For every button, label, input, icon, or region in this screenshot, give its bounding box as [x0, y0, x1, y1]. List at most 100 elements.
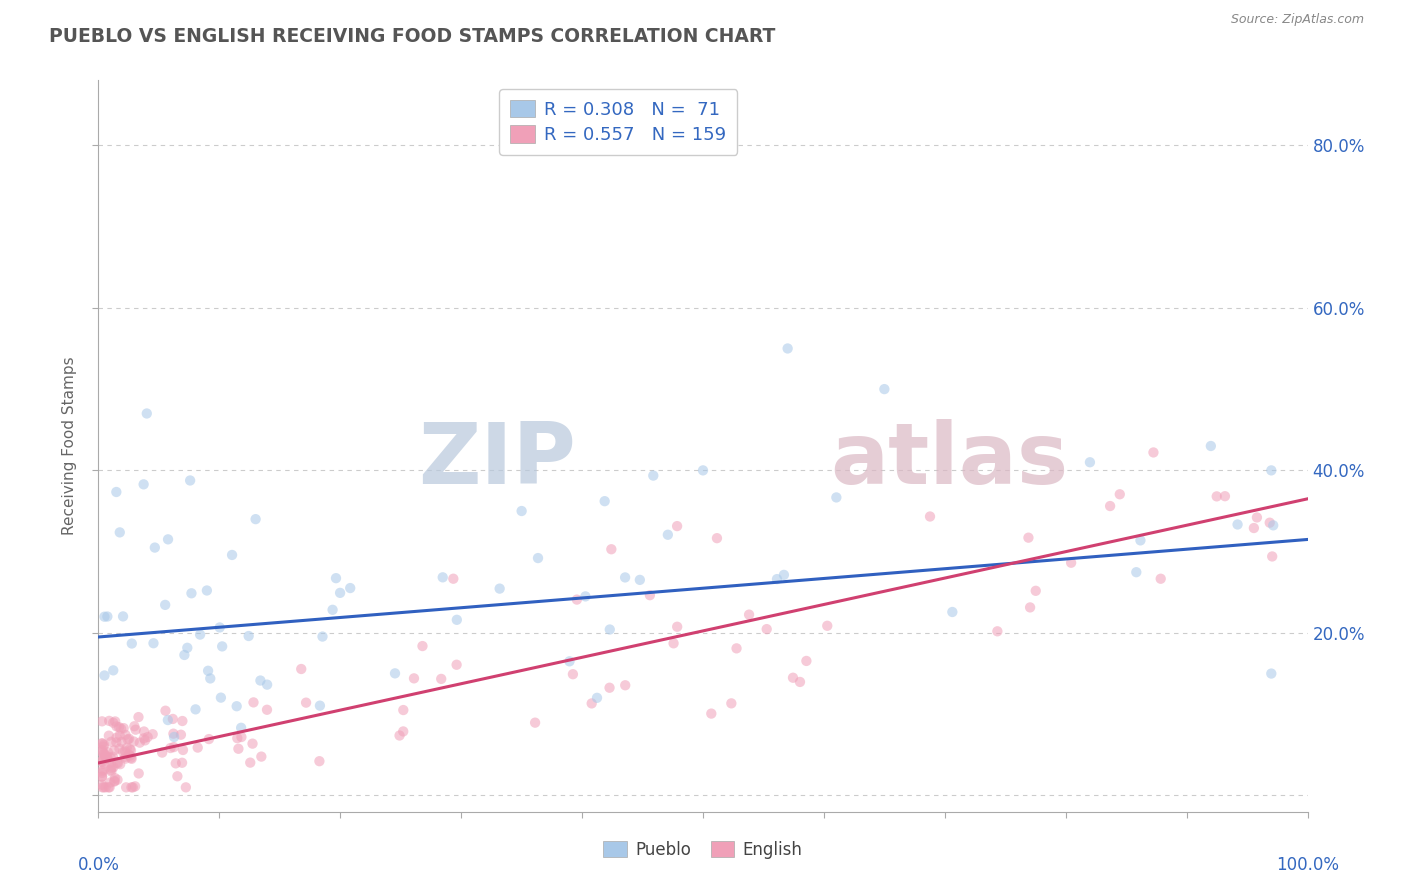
Point: [105, 719, 128, 733]
Point: [93, 756, 115, 771]
Point: [159, 741, 181, 756]
Text: ZIP: ZIP: [419, 419, 576, 502]
Point: [104, 771, 127, 785]
Point: [100, 761, 122, 775]
Point: [197, 664, 219, 678]
Point: [156, 713, 179, 727]
Point: [112, 609, 135, 624]
Point: [142, 636, 165, 650]
Point: [1205, 489, 1227, 503]
Point: [599, 623, 621, 637]
Point: [725, 641, 748, 656]
Point: [411, 639, 433, 653]
Point: [121, 752, 143, 766]
Point: [322, 603, 344, 617]
Point: [325, 571, 347, 585]
Point: [1017, 531, 1039, 545]
Point: [188, 627, 211, 641]
Point: [776, 342, 799, 356]
Point: [103, 774, 125, 789]
Point: [1213, 489, 1236, 503]
Point: [108, 525, 131, 540]
Point: [1226, 517, 1249, 532]
Point: [1258, 516, 1281, 530]
Point: [155, 704, 177, 718]
Point: [114, 728, 136, 742]
Point: [1125, 565, 1147, 579]
Point: [96, 752, 118, 766]
Point: [1243, 521, 1265, 535]
Point: [256, 703, 278, 717]
Point: [488, 582, 510, 596]
Point: [309, 698, 332, 713]
Point: [132, 477, 155, 491]
Point: [118, 742, 141, 756]
Point: [108, 728, 131, 742]
Point: [231, 730, 253, 744]
Point: [782, 671, 804, 685]
Point: [128, 766, 150, 780]
Point: [100, 764, 122, 779]
Point: [103, 664, 125, 678]
Point: [1078, 455, 1101, 469]
Point: [162, 712, 184, 726]
Text: PUEBLO VS ENGLISH RECEIVING FOOD STAMPS CORRELATION CHART: PUEBLO VS ENGLISH RECEIVING FOOD STAMPS …: [49, 27, 776, 45]
Point: [208, 620, 231, 634]
Point: [128, 736, 150, 750]
Point: [121, 636, 143, 650]
Point: [91, 770, 114, 784]
Point: [94, 780, 117, 795]
Point: [93, 738, 115, 752]
Point: [94, 749, 117, 764]
Point: [142, 727, 165, 741]
Point: [1150, 572, 1173, 586]
Point: [250, 749, 273, 764]
Point: [986, 624, 1008, 639]
Point: [1260, 666, 1282, 681]
Point: [231, 721, 253, 735]
Point: [170, 728, 193, 742]
Text: 100.0%: 100.0%: [1277, 856, 1339, 874]
Point: [1099, 499, 1122, 513]
Point: [105, 485, 128, 500]
Point: [93, 609, 115, 624]
Point: [1260, 463, 1282, 477]
Point: [135, 407, 157, 421]
Point: [105, 756, 128, 770]
Point: [150, 746, 173, 760]
Point: [163, 740, 186, 755]
Point: [308, 754, 330, 768]
Point: [755, 622, 778, 636]
Point: [108, 741, 131, 756]
Point: [100, 751, 122, 765]
Point: [132, 724, 155, 739]
Point: [93, 751, 115, 765]
Point: [91, 736, 114, 750]
Point: [112, 721, 135, 735]
Point: [103, 715, 125, 730]
Point: [311, 630, 333, 644]
Point: [103, 773, 125, 788]
Point: [117, 732, 139, 747]
Point: [124, 719, 146, 733]
Point: [114, 751, 136, 765]
Point: [825, 491, 848, 505]
Point: [446, 657, 468, 672]
Point: [599, 681, 621, 695]
Point: [221, 548, 243, 562]
Point: [124, 780, 146, 794]
Point: [1108, 487, 1130, 501]
Point: [98, 714, 121, 728]
Point: [441, 572, 464, 586]
Point: [120, 750, 142, 764]
Point: [225, 699, 247, 714]
Point: [176, 640, 198, 655]
Point: [91, 754, 114, 768]
Point: [941, 605, 963, 619]
Point: [184, 702, 207, 716]
Point: [1025, 583, 1047, 598]
Point: [256, 678, 278, 692]
Point: [118, 731, 141, 746]
Point: [773, 567, 796, 582]
Point: [706, 531, 728, 545]
